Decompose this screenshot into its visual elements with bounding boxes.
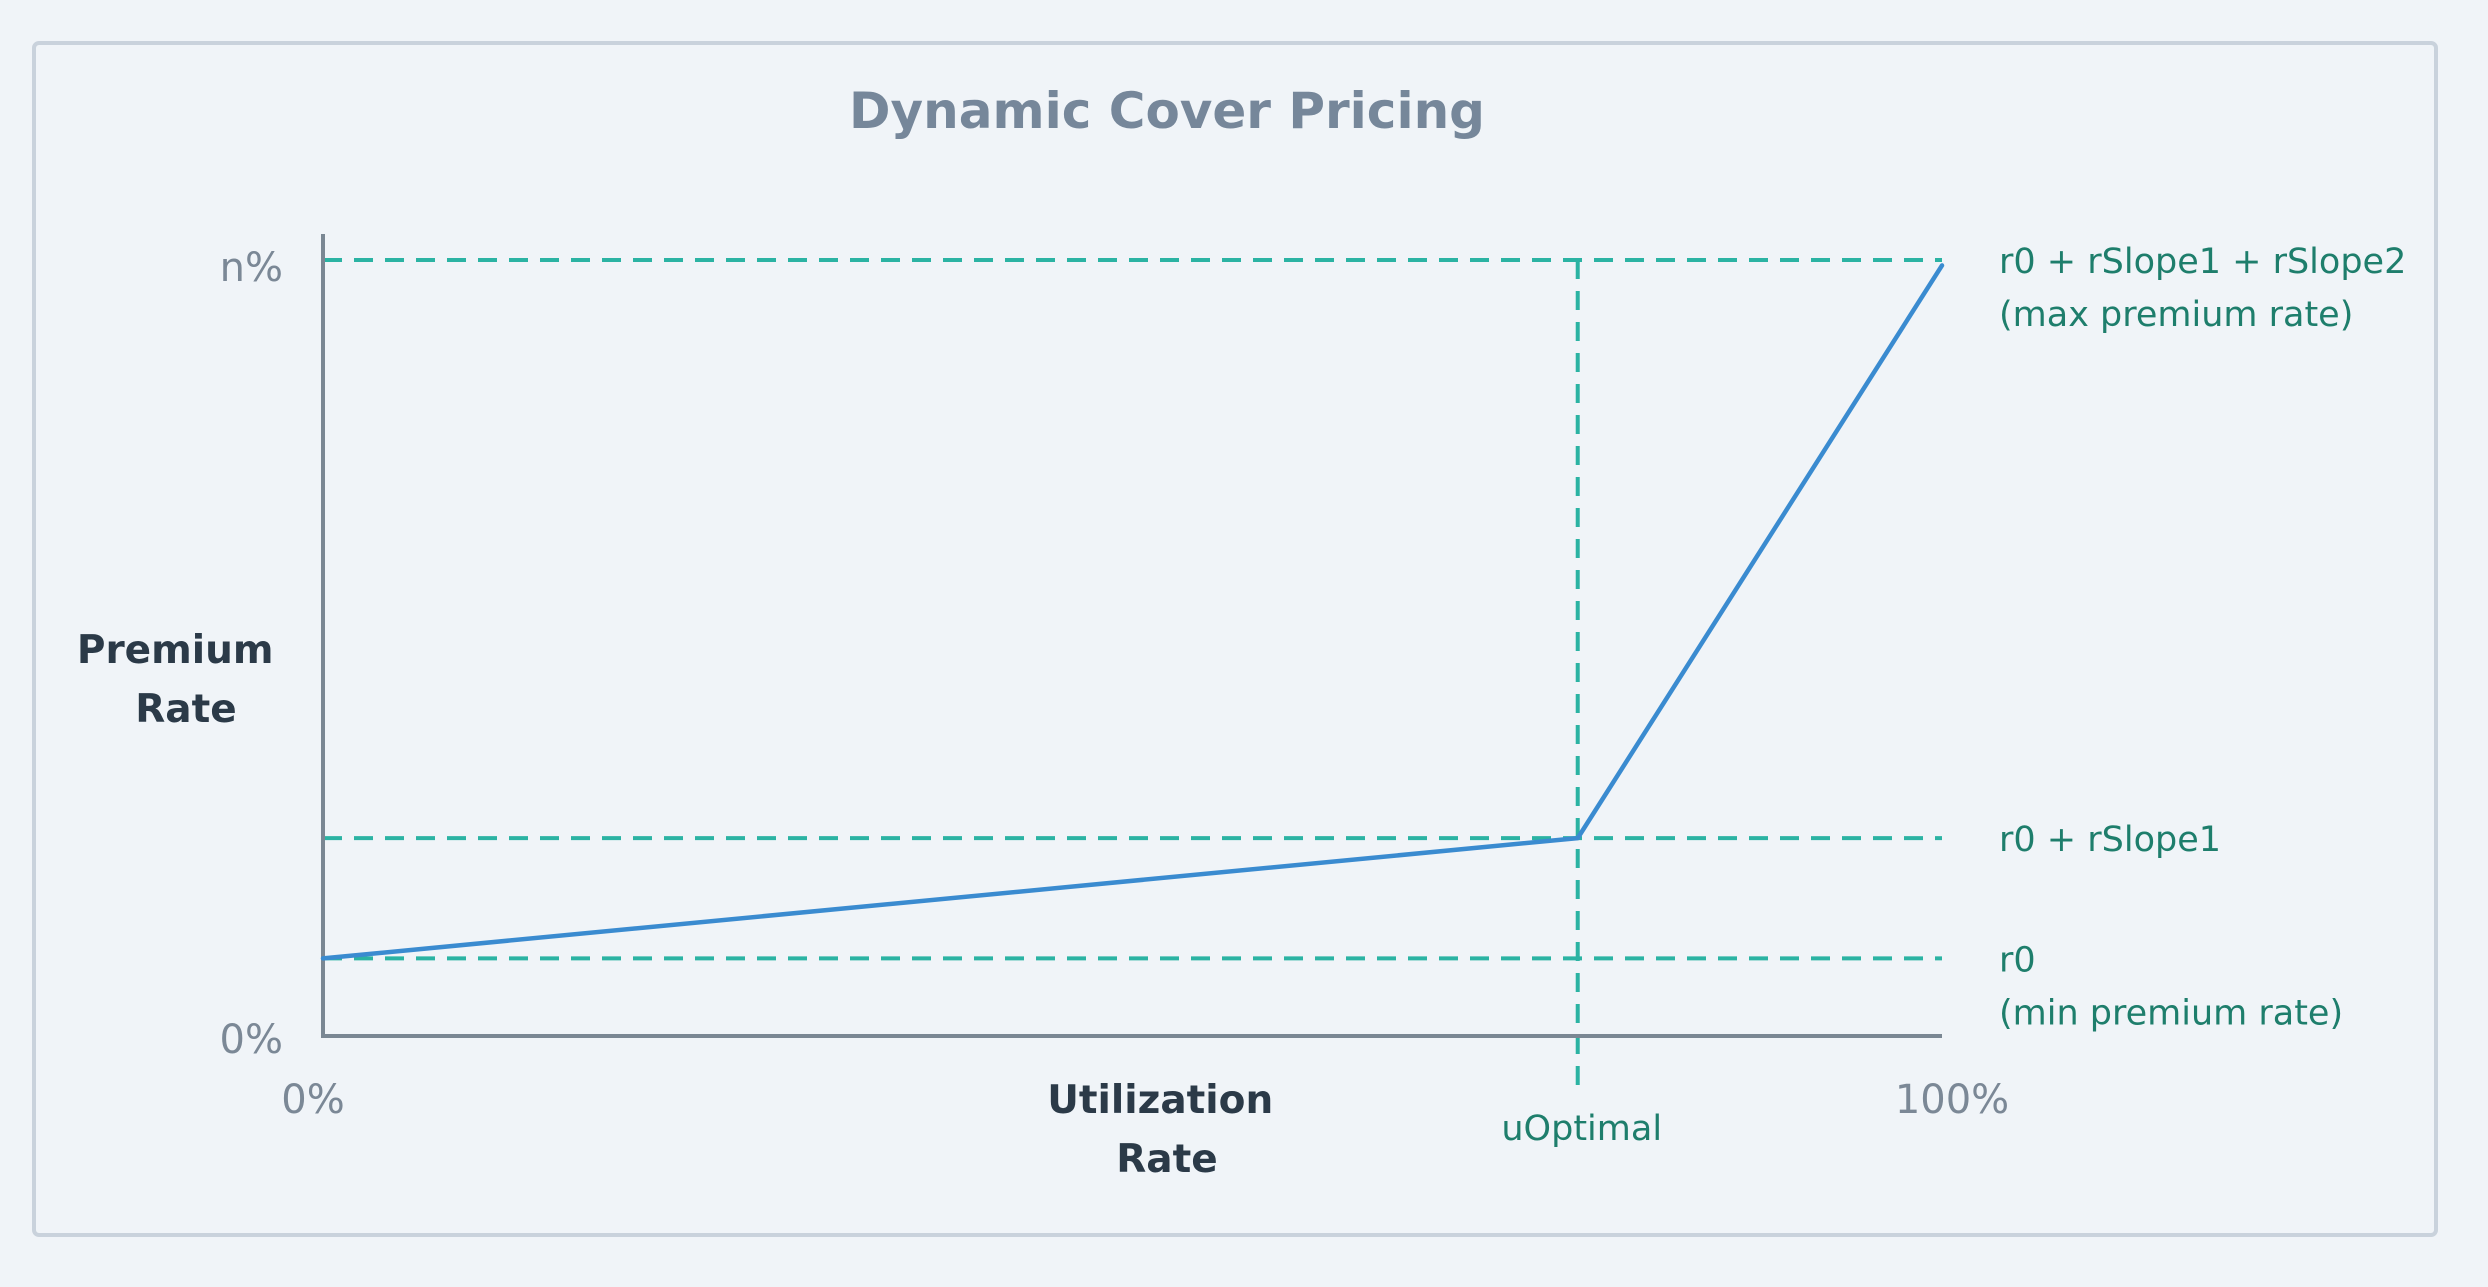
- y-axis-title-line-1: Premium: [77, 628, 274, 673]
- y-axis-title: Premium Rate: [77, 628, 287, 732]
- y-axis-title-line-2: Rate: [135, 687, 236, 732]
- reference-label-1-0: r0 + rSlope1: [1999, 820, 2221, 860]
- x-axis-title-line-1: Utilization: [1047, 1078, 1273, 1123]
- x-axis-title: Utilization Rate: [1047, 1078, 1287, 1182]
- x-tick-label-1: 100%: [1895, 1077, 2009, 1123]
- reference-labels: r0 + rSlope1 + rSlope2 (max premium rate)…: [1501, 242, 2406, 1149]
- reference-label-2-1: (min premium rate): [1999, 993, 2343, 1033]
- y-tick-label-1: n%: [220, 245, 283, 291]
- tick-labels: 0% 100% 0% n%: [220, 245, 2010, 1123]
- reference-label-3-0: uOptimal: [1501, 1109, 1662, 1149]
- reference-label-0-0: r0 + rSlope1 + rSlope2: [1999, 242, 2406, 282]
- reference-label-2-0: r0: [1999, 940, 2036, 980]
- chart-frame: [32, 41, 2438, 1237]
- chart-title: Dynamic Cover Pricing: [849, 82, 1485, 140]
- reference-label-0-1: (max premium rate): [1999, 295, 2353, 335]
- series-layer: [320, 263, 1945, 961]
- reference-lines: [323, 258, 1942, 1087]
- x-tick-label-0: 0%: [281, 1077, 344, 1123]
- x-axis-title-line-2: Rate: [1116, 1137, 1217, 1182]
- y-tick-label-0: 0%: [220, 1017, 283, 1063]
